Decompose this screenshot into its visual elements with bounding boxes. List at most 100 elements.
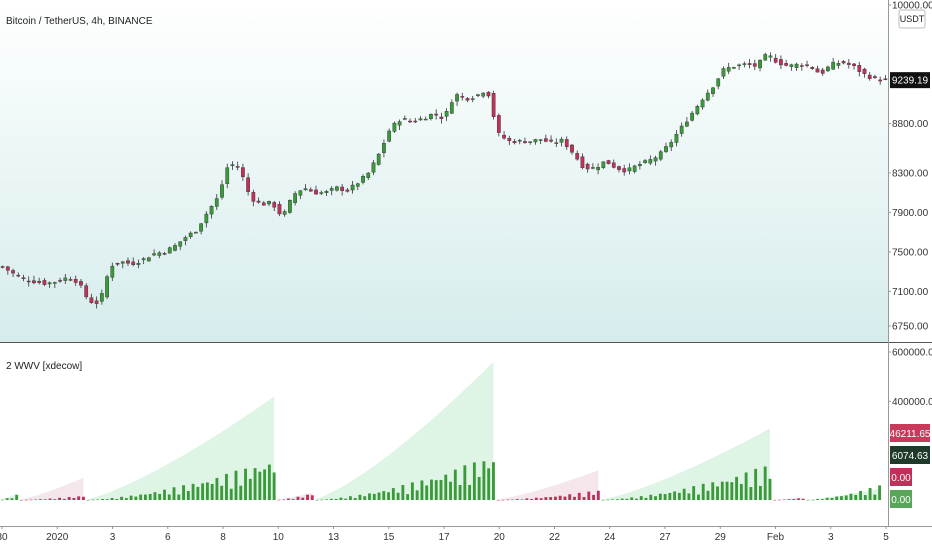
last-price-tag: 9239.19 [890,72,930,89]
tag-down-box [890,468,912,486]
volume-bar [530,499,534,500]
volume-bar [124,498,128,500]
volume-bar [582,496,586,500]
time-tick-label: 8 [220,532,226,543]
volume-bar [492,462,495,500]
volume-bar [816,498,820,500]
volume-bar [630,497,634,500]
candle-body [329,188,334,191]
volume-bar [811,499,815,501]
candle-body [465,98,470,101]
candle-body [209,206,214,215]
candle-body [716,78,721,87]
volume-bar [334,498,338,500]
volume-bar [115,499,119,500]
candle-body [444,111,449,117]
candle-body [627,167,632,172]
candle-body [32,280,36,284]
candle-body [523,141,527,144]
volume-bar [639,496,643,500]
candle-body [21,277,26,279]
time-tick-label: 27 [659,532,671,543]
candle-body [204,213,209,224]
candle-body [554,142,559,144]
time-tick-label: 2020 [46,532,69,543]
volume-bar [606,499,610,501]
candle-body [361,176,365,183]
candle-body [26,280,31,283]
candle-body [658,151,663,160]
volume-bar [282,499,286,501]
candle-body [758,59,762,69]
candle-body [852,63,856,66]
volume-bar [267,464,271,500]
price-pane[interactable] [0,0,888,342]
tag-down: 0.00 [891,473,911,484]
volume-bar [563,496,567,500]
currency-badge-box[interactable] [898,9,926,29]
volume-bar [682,488,686,500]
candle-body [402,118,407,120]
candle-body [721,68,726,77]
volume-bar [272,472,276,500]
candle-body [826,66,830,72]
volume-bar [315,499,319,501]
candle-body [141,258,146,261]
price-tick-label: 8800.00 [892,119,929,130]
price-tick-label: 7100.00 [892,287,929,298]
price-axis[interactable] [888,0,932,342]
candle-body [820,69,825,74]
volume-area [772,497,804,500]
volume-bar [701,483,705,500]
candle-body [674,134,679,143]
volume-bar [91,499,95,501]
volume-bar [601,499,605,501]
candle-body [538,139,543,141]
tag-up-cumulative-box [890,424,930,442]
candle-body [99,293,104,302]
volume-bar [248,478,252,500]
volume-bar [186,491,190,500]
candle-body [601,161,606,168]
volume-bar [458,484,462,500]
volume-bar [201,483,205,500]
volume-bar [353,498,357,500]
currency-badge[interactable]: USDT [900,14,925,24]
volume-bar [787,499,791,500]
candle-body [549,139,553,142]
volume-bar [277,499,281,501]
candle-body [517,139,522,142]
candle-body [188,232,193,237]
volume-bar [711,482,715,500]
candle-body [867,74,872,79]
candle-body [648,159,653,164]
volume-bar [48,498,52,500]
candle-body [747,63,752,65]
volume-bar [444,474,448,500]
candle-body [434,113,439,116]
volume-bar [191,483,195,500]
indicator-tick-label: 600000.00 [892,348,932,359]
volume-bar [596,490,600,500]
candle-body [47,282,52,285]
volume-bar [234,470,238,500]
price-tick-label: 7900.00 [892,208,929,219]
volume-bar [749,487,753,500]
volume-bar [758,485,762,500]
volume-bar [539,498,543,500]
candle-body [596,167,600,171]
time-tick-label: 17 [438,532,450,543]
time-axis[interactable] [0,526,932,550]
indicator-title[interactable]: 2 WWV [xdecow] [6,361,82,372]
candle-body [173,245,177,251]
candle-body [502,134,506,139]
volume-bar [611,499,615,500]
candle-body [256,200,261,203]
symbol-title[interactable]: Bitcoin / TetherUS, 4h, BINANCE [6,16,153,27]
volume-bar [592,494,595,500]
candle-body [799,65,804,67]
candle-body [773,57,778,63]
volume-bar [129,495,133,500]
volume-bar [863,495,867,500]
